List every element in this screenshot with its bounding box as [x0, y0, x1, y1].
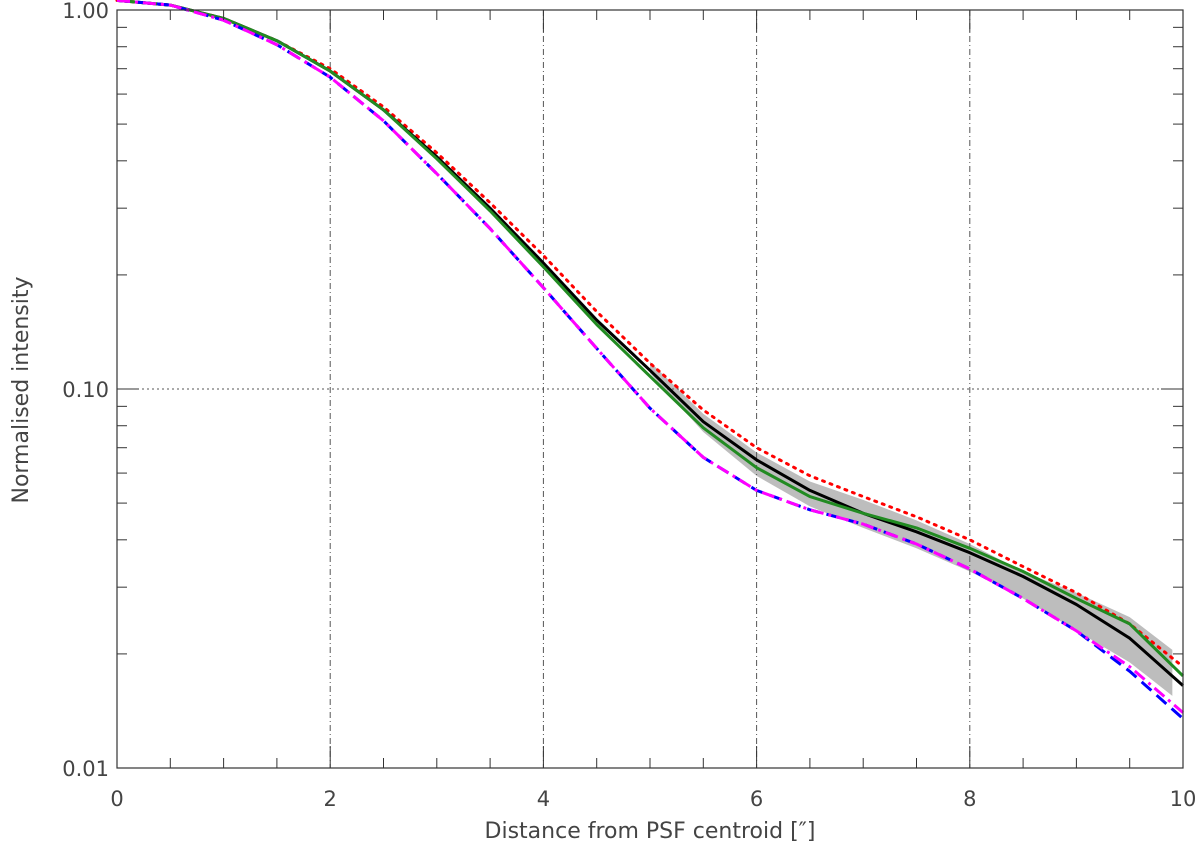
- y-tick-label: 0.01: [62, 757, 109, 781]
- y-tick-label: 0.10: [62, 378, 109, 402]
- x-tick-label: 10: [1170, 787, 1197, 811]
- x-tick-label: 0: [110, 787, 123, 811]
- series-line-1: [115, 0, 1185, 669]
- ticks-layer: [116, 9, 1184, 769]
- series-line-5: [116, 0, 1184, 714]
- y-tick-label: 1.00: [62, 0, 109, 23]
- x-tick-label: 4: [537, 787, 550, 811]
- grid-layer: [117, 10, 1183, 768]
- tick-labels-layer: 0 2 4 6 8 10 0.01 0.10 1.00: [62, 0, 1196, 811]
- series-layer: [115, 0, 1185, 720]
- series-line-4: [116, 0, 1184, 720]
- x-tick-label: 2: [324, 787, 337, 811]
- x-tick-label: 6: [750, 787, 763, 811]
- series-line-3: [116, 0, 1185, 677]
- y-axis-title: Normalised intensity: [9, 276, 34, 503]
- x-axis-title: Distance from PSF centroid [″]: [485, 819, 816, 844]
- x-tick-label: 8: [963, 787, 976, 811]
